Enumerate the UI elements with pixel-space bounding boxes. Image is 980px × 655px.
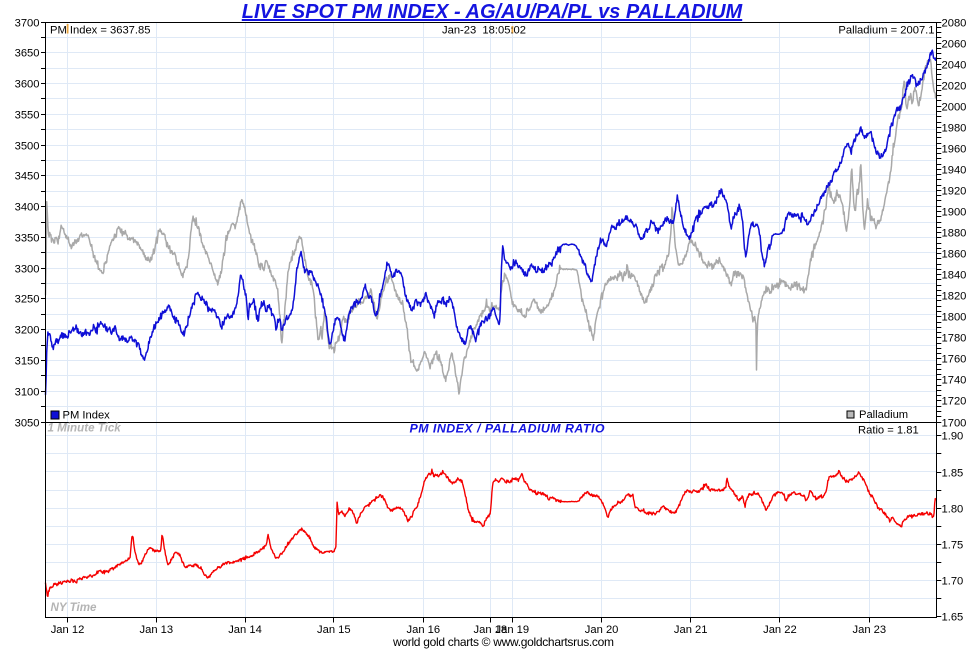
svg-text:3700: 3700	[15, 17, 40, 29]
svg-text:Jan 14: Jan 14	[228, 624, 262, 636]
svg-text:Palladium = 2007.1: Palladium = 2007.1	[838, 24, 934, 36]
svg-text:Jan 21: Jan 21	[674, 624, 708, 636]
svg-text:1.70: 1.70	[942, 575, 964, 587]
svg-text:PM Index = 3637.85: PM Index = 3637.85	[50, 24, 150, 36]
svg-text:1.75: 1.75	[942, 539, 964, 551]
svg-text:Jan 13: Jan 13	[140, 624, 174, 636]
svg-text:1.90: 1.90	[942, 430, 964, 442]
svg-text:2060: 2060	[942, 38, 967, 50]
svg-text:1.65: 1.65	[942, 611, 964, 623]
svg-text:1780: 1780	[942, 332, 967, 344]
svg-text:3400: 3400	[15, 201, 40, 213]
svg-text:1920: 1920	[942, 185, 967, 197]
svg-text:3550: 3550	[15, 109, 40, 121]
svg-text:1960: 1960	[942, 143, 967, 155]
svg-text:Jan 19: Jan 19	[496, 624, 530, 636]
svg-text:2080: 2080	[942, 17, 967, 29]
svg-text:1.85: 1.85	[942, 467, 964, 479]
svg-text:2040: 2040	[942, 59, 967, 71]
svg-text:3500: 3500	[15, 140, 40, 152]
svg-text:LIVE SPOT PM INDEX - AG/AU/PA/: LIVE SPOT PM INDEX - AG/AU/PA/PL vs PALL…	[242, 1, 744, 23]
svg-text:3650: 3650	[15, 47, 40, 59]
svg-text:3450: 3450	[15, 170, 40, 182]
svg-text:1 Minute Tick: 1 Minute Tick	[48, 422, 122, 435]
svg-text:PM Index: PM Index	[63, 409, 111, 421]
svg-text:1840: 1840	[942, 269, 967, 281]
svg-text:1820: 1820	[942, 290, 967, 302]
svg-text:3300: 3300	[15, 263, 40, 275]
svg-text:Jan-23 18:05:02: Jan-23 18:05:02	[442, 24, 526, 36]
svg-text:1760: 1760	[942, 353, 967, 365]
svg-text:3600: 3600	[15, 78, 40, 90]
svg-text:Jan 22: Jan 22	[763, 624, 797, 636]
svg-text:Jan 12: Jan 12	[51, 624, 85, 636]
svg-text:1860: 1860	[942, 248, 967, 260]
svg-text:Palladium: Palladium	[859, 409, 908, 421]
svg-text:3350: 3350	[15, 232, 40, 244]
svg-text:3200: 3200	[15, 324, 40, 336]
svg-text:3050: 3050	[15, 417, 40, 429]
svg-text:Jan 18: Jan 18	[474, 624, 508, 636]
svg-text:Jan 20: Jan 20	[585, 624, 619, 636]
svg-text:Ratio = 1.81: Ratio = 1.81	[858, 424, 919, 436]
svg-text:world gold charts © www.goldch: world gold charts © www.goldchartsrus.co…	[392, 635, 614, 649]
svg-text:1740: 1740	[942, 374, 967, 386]
svg-text:3250: 3250	[15, 293, 40, 305]
svg-text:NY Time: NY Time	[51, 601, 98, 614]
svg-text:1.80: 1.80	[942, 503, 964, 515]
svg-text:1880: 1880	[942, 227, 967, 239]
svg-text:3100: 3100	[15, 386, 40, 398]
svg-text:3150: 3150	[15, 355, 40, 367]
svg-text:1980: 1980	[942, 122, 967, 134]
svg-text:2020: 2020	[942, 80, 967, 92]
svg-text:PM INDEX / PALLADIUM RATIO: PM INDEX / PALLADIUM RATIO	[410, 422, 605, 436]
svg-text:Jan 23: Jan 23	[853, 624, 887, 636]
svg-text:1940: 1940	[942, 164, 967, 176]
svg-text:Jan 16: Jan 16	[407, 624, 441, 636]
svg-text:1800: 1800	[942, 311, 967, 323]
svg-text:2000: 2000	[942, 101, 967, 113]
svg-text:1700: 1700	[942, 417, 967, 429]
svg-text:Jan 15: Jan 15	[317, 624, 351, 636]
svg-text:1900: 1900	[942, 206, 967, 218]
svg-text:1720: 1720	[942, 395, 967, 407]
